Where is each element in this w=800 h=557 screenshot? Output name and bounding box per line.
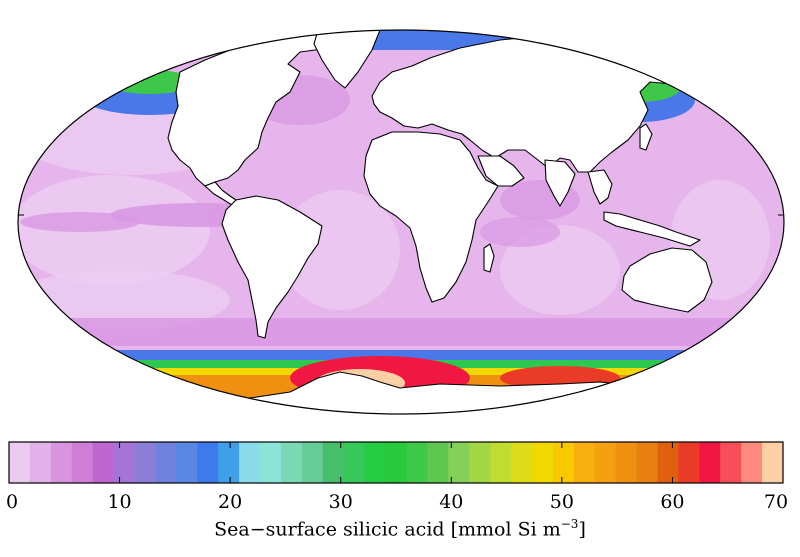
colorbar-cell: [260, 442, 282, 483]
land-madagascar: [483, 243, 495, 273]
ocean-variation-eq-pacific-east: [20, 212, 140, 232]
colorbar-cell: [239, 442, 261, 483]
colorbar-cell: [155, 442, 177, 483]
colorbar-cell: [29, 442, 52, 483]
colorbar-cell: [594, 442, 617, 483]
ocean-variation-southern-band: [18, 318, 784, 346]
colorbar-cell: [699, 442, 721, 483]
colorbar-cell: [50, 442, 73, 483]
colorbar-frame: [8, 441, 784, 484]
colorbar-tick-label: 40: [439, 491, 464, 513]
colorbar-cell: [511, 442, 533, 483]
colorbar-cell: [636, 442, 659, 483]
colorbar-cell: [448, 442, 470, 483]
land-south-america: [221, 195, 323, 339]
colorbar-cell: [762, 442, 784, 483]
ocean-variation-indian-south: [480, 217, 560, 247]
colorbar-tick-label: 60: [660, 491, 685, 513]
colorbar-cell: [657, 442, 680, 483]
colorbar-cell: [615, 442, 638, 483]
colorbar-title: Sea−surface silicic acid [mmol Si m−3]: [0, 517, 800, 540]
colorbar-tick-label: 20: [218, 491, 243, 513]
colorbar-title-close: ]: [578, 518, 586, 541]
colorbar-cell: [218, 442, 240, 483]
colorbar-cell: [322, 442, 345, 483]
land-se-asia: [587, 169, 613, 205]
colorbar-cell: [406, 442, 428, 483]
colorbar-cell: [427, 442, 449, 483]
land-africa: [363, 131, 499, 303]
colorbar-cell: [573, 442, 596, 483]
colorbar-cell: [469, 442, 491, 483]
land-indonesia: [603, 211, 701, 247]
ocean-variation-indian: [500, 225, 620, 315]
colorbar-cell: [71, 442, 94, 483]
globe-outline: [17, 29, 785, 415]
colorbar-ticks: [8, 442, 784, 483]
colorbar-cell: [9, 442, 31, 483]
colorbar-cell: [280, 442, 303, 483]
colorbar-cell: [385, 442, 408, 483]
colorbar-cell: [720, 442, 742, 483]
colorbar-cell: [113, 442, 136, 483]
colorbar-cell: [176, 442, 198, 483]
land-japan: [639, 123, 653, 151]
colorbar-title-exponent: −3: [560, 517, 579, 531]
colorbar-cell: [134, 442, 157, 483]
colorbar-cell: [531, 442, 554, 483]
colorbar-title-main: Sea−surface silicic acid [mmol Si m: [214, 518, 561, 541]
colorbar-cell: [490, 442, 512, 483]
colorbar-tick-label: 10: [107, 491, 132, 513]
colorbar-cell: [678, 442, 700, 483]
land-arabia: [477, 155, 525, 187]
colorbar-tick-label: 70: [763, 491, 789, 513]
land-australia: [621, 247, 713, 313]
colorbar-tick-label: 50: [549, 491, 574, 513]
colorbar-cell: [301, 442, 324, 483]
colorbar-cell: [364, 442, 387, 483]
colorbar-cell: [552, 442, 575, 483]
colorbar-cells: [9, 442, 784, 483]
colorbar-cell: [343, 442, 366, 483]
land-india: [544, 159, 576, 207]
colorbar-cell: [741, 442, 763, 483]
land-greenland: [313, 30, 381, 89]
colorbar-tick-label: 0: [5, 491, 19, 513]
colorbar-cell: [197, 442, 219, 483]
colorbar-cell: [92, 442, 115, 483]
colorbar-tick-label: 30: [328, 491, 353, 513]
